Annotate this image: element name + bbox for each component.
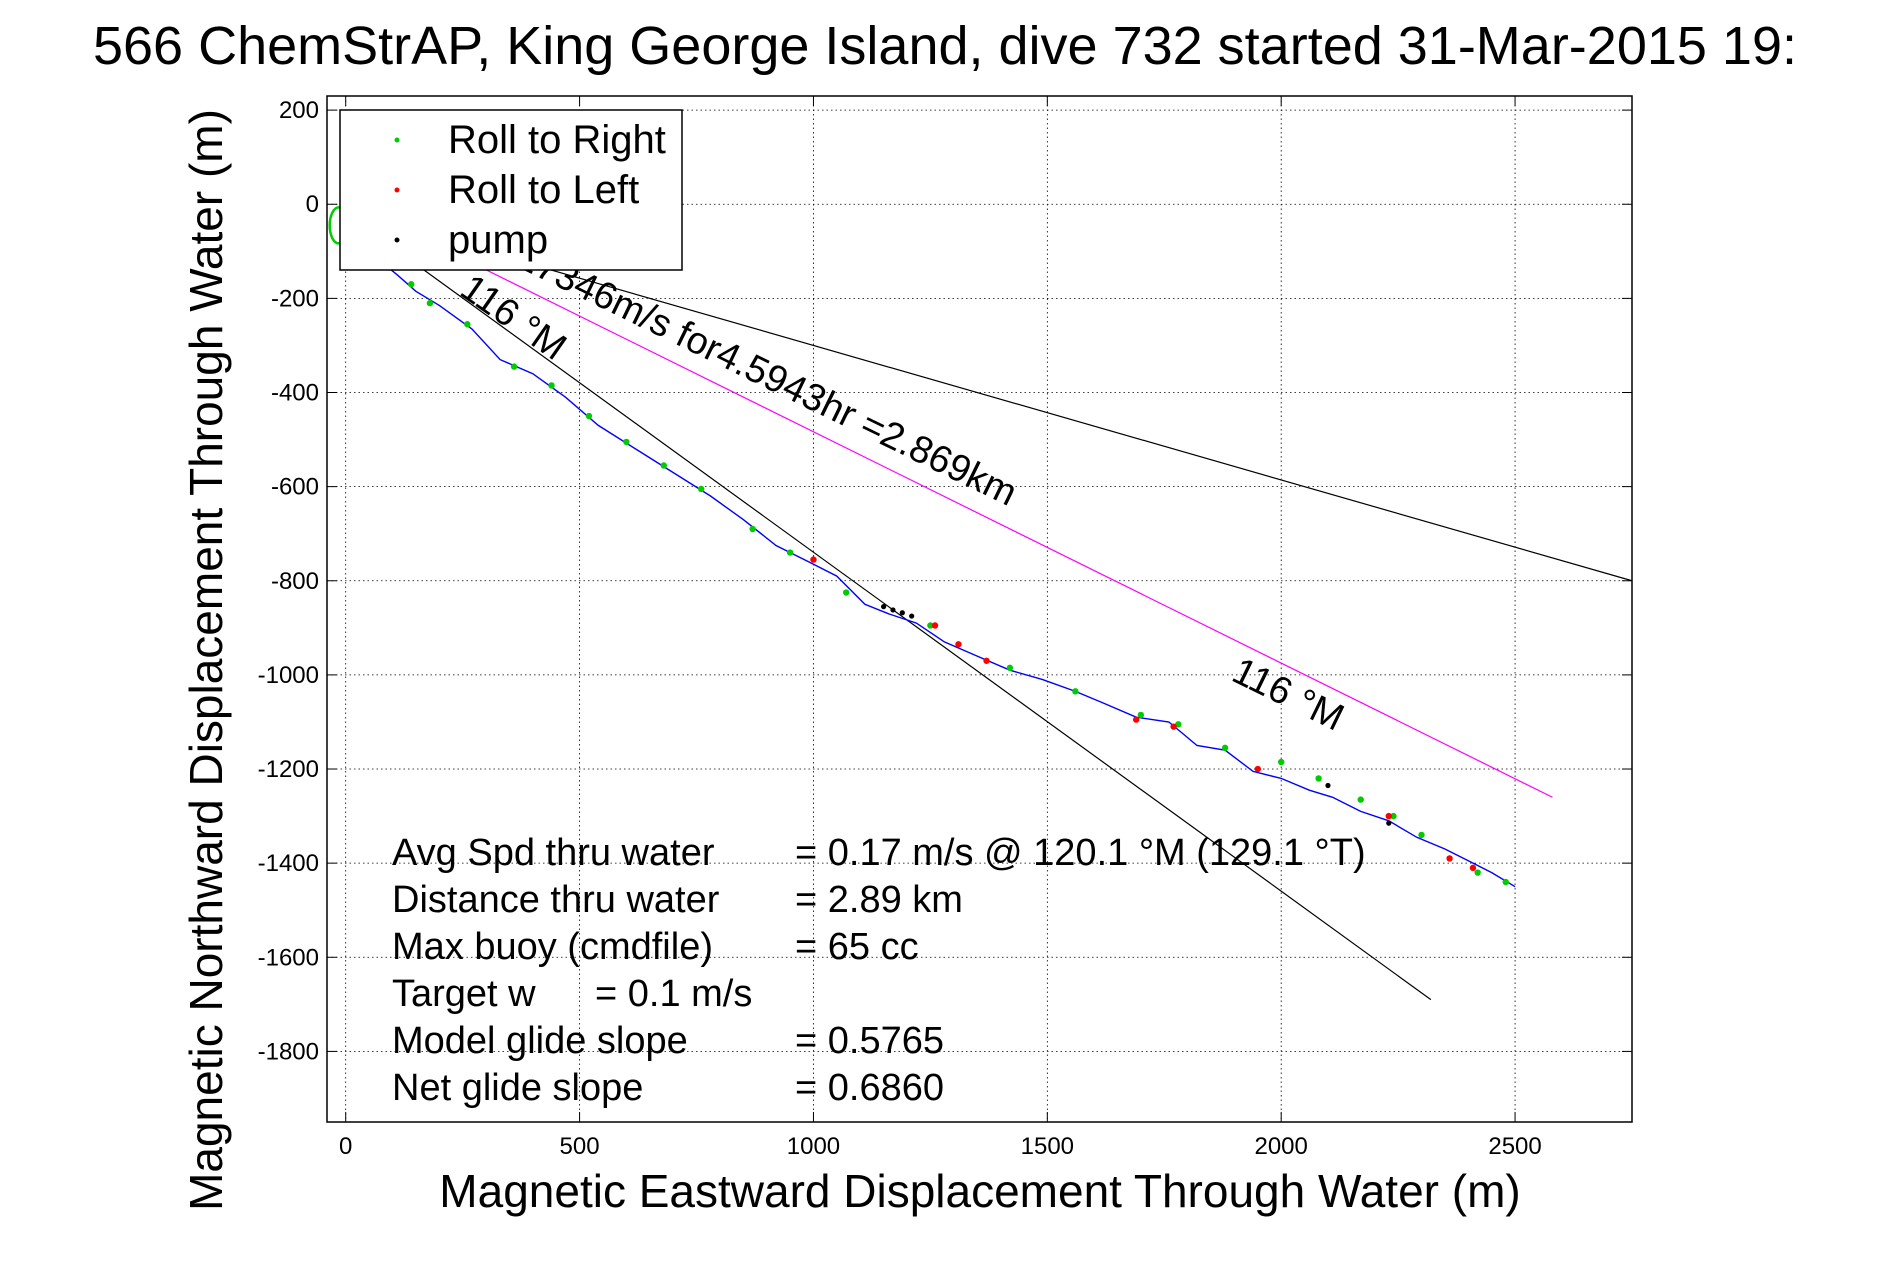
roll-left-point — [1132, 716, 1140, 723]
roll-left-point — [1446, 855, 1453, 862]
roll-right-point — [1137, 711, 1145, 719]
stat-label: Avg Spd thru water — [392, 832, 715, 874]
y-tick-label: -200 — [271, 285, 319, 312]
roll-right-point — [510, 363, 518, 370]
stat-value: = 0.1 m/s — [595, 973, 752, 1015]
roll-right-point — [1315, 775, 1322, 782]
chart-title: 566 ChemStrAP, King George Island, dive … — [93, 16, 1797, 76]
y-tick-label: -800 — [271, 568, 319, 595]
roll-left-point — [955, 641, 962, 648]
y-tick-label: -1800 — [258, 1038, 319, 1065]
x-tick-label: 1500 — [1021, 1133, 1074, 1160]
roll-left-point — [1385, 812, 1392, 820]
x-tick-label: 2500 — [1488, 1133, 1541, 1160]
black-line-lower — [410, 260, 1432, 1001]
roll-right-point — [697, 485, 705, 493]
x-tick-label: 500 — [560, 1133, 600, 1160]
axis-ticks: 0 500 1000 1500 2000 25002000-200-400-600-800… — [258, 96, 1632, 1160]
roll-left-point — [1469, 864, 1477, 872]
y-tick-label: -1600 — [258, 944, 319, 971]
roll-right-point — [585, 412, 593, 420]
pump-point — [890, 607, 896, 613]
stat-label: Model glide slope — [392, 1020, 688, 1062]
stat-value: = 0.5765 — [795, 1020, 944, 1062]
black-line-upper — [485, 250, 1633, 582]
roll-right-point — [842, 589, 850, 596]
stat-value: = 2.89 km — [795, 879, 963, 921]
roll-right-point — [1418, 831, 1425, 839]
roll-right-point — [1357, 796, 1364, 803]
magenta-line — [448, 250, 1553, 798]
stat-label: Max buoy (cmdfile) — [392, 926, 713, 968]
stat-label: Target w — [392, 973, 536, 1015]
roll-right-point — [1474, 869, 1481, 876]
roll-right-point — [1072, 688, 1079, 695]
roll-right-point — [927, 622, 934, 629]
stat-value: = 0.6860 — [795, 1067, 944, 1109]
legend: Roll to Right Roll to Left pump — [339, 109, 683, 271]
legend-marker — [394, 237, 400, 243]
y-tick-label: -400 — [271, 380, 319, 407]
legend-label: pump — [448, 218, 548, 262]
pump-point — [1386, 820, 1392, 826]
x-axis-label: Magnetic Eastward Displacement Through W… — [439, 1165, 1520, 1217]
y-tick-label: -1200 — [258, 756, 319, 783]
y-tick-label: 200 — [279, 97, 319, 124]
stat-value: = 65 cc — [795, 926, 919, 968]
legend-marker — [394, 187, 400, 193]
y-axis-label: Magnetic Northward Displacement Through … — [180, 109, 232, 1211]
roll-right-point — [464, 321, 471, 328]
roll-right-point — [1390, 812, 1397, 820]
pump-point — [899, 610, 905, 616]
roll-right-point — [786, 549, 794, 556]
reference-lines — [410, 250, 1633, 1001]
roll-left-point — [931, 622, 939, 629]
x-tick-label: 1000 — [787, 1133, 840, 1160]
roll-right-point — [426, 299, 434, 307]
y-tick-label: 0 — [306, 191, 319, 218]
stat-label: Distance thru water — [392, 879, 720, 921]
roll-right-point — [623, 438, 630, 446]
track-line — [345, 222, 1516, 888]
roll-right-point — [407, 281, 415, 288]
roll-left-point — [1170, 723, 1177, 730]
y-tick-label: -1000 — [258, 662, 319, 689]
roll-right-point — [548, 382, 555, 389]
pump-point — [909, 613, 915, 619]
y-tick-label: -600 — [271, 474, 319, 501]
x-tick-label: 2000 — [1254, 1133, 1307, 1160]
legend-marker — [394, 137, 400, 143]
roll-right-point — [749, 525, 756, 533]
roll-left-point — [983, 657, 990, 664]
y-tick-label: -1400 — [258, 850, 319, 877]
roll-right-point — [1277, 758, 1285, 766]
pump-point — [881, 604, 887, 610]
legend-label: Roll to Right — [448, 118, 666, 162]
stat-value: = 0.17 m/s @ 120.1 °M (129.1 °T) — [795, 832, 1366, 874]
stats-block: Avg Spd thru water = 0.17 m/s @ 120.1 °M … — [392, 832, 1366, 1109]
x-tick-label: 0 — [339, 1133, 352, 1160]
roll-right-point — [1006, 664, 1014, 672]
stat-label: Net glide slope — [392, 1067, 643, 1109]
roll-left-point — [1254, 765, 1262, 773]
roll-right-point — [660, 462, 667, 469]
roll-right-point — [1221, 744, 1229, 752]
legend-label: Roll to Left — [448, 168, 639, 212]
roll-right-point — [1502, 878, 1509, 886]
roll-left-point — [810, 556, 817, 563]
pump-point — [1325, 782, 1331, 789]
